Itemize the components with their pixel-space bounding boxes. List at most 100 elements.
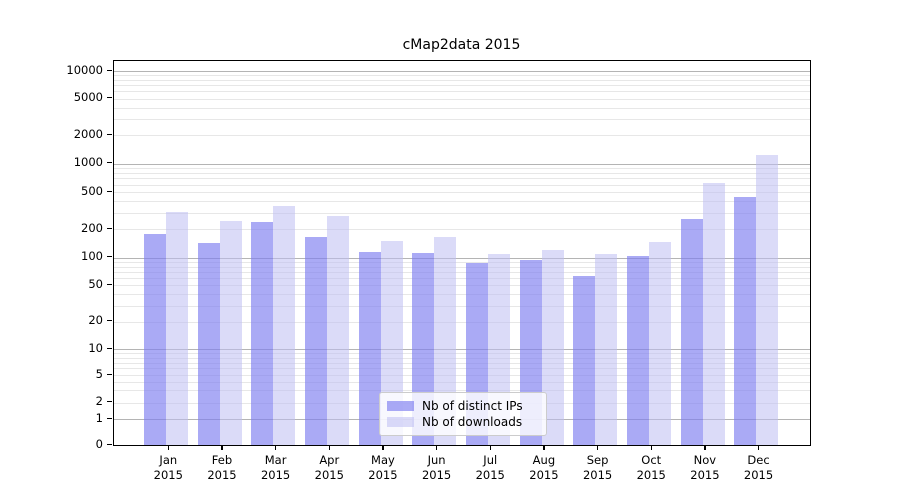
y-tick-mark	[107, 347, 112, 349]
bar-downloads	[702, 183, 725, 445]
gridline-minor	[114, 375, 810, 376]
y-tick-label: 10	[88, 340, 103, 355]
bar-distinct-ips	[734, 196, 757, 445]
x-tick-label: May 2015	[368, 453, 398, 482]
y-tick-mark	[107, 97, 112, 99]
gridline-minor	[114, 135, 810, 136]
legend-swatch-distinct-ips	[387, 401, 414, 411]
x-tick-label: Apr 2015	[314, 453, 344, 482]
gridline-minor	[114, 285, 810, 287]
bar-distinct-ips	[358, 252, 381, 445]
gridline-minor	[114, 184, 810, 186]
x-tick-mark	[275, 445, 277, 450]
bar-distinct-ips	[626, 256, 649, 445]
gridline-minor	[114, 390, 810, 392]
x-tick-label: Mar 2015	[260, 453, 291, 482]
gridline-minor	[114, 75, 810, 77]
x-tick-label: Aug 2015	[529, 453, 559, 482]
y-tick-label: 1	[95, 410, 103, 425]
gridline-minor	[114, 168, 810, 169]
y-tick-mark	[107, 227, 112, 229]
bar-distinct-ips	[144, 233, 166, 445]
bar-downloads	[326, 215, 349, 445]
gridline-minor	[114, 357, 810, 359]
x-tick-label: Jun 2015	[421, 453, 452, 482]
x-tick-label: Nov 2015	[690, 453, 720, 482]
y-tick-label: 1000	[73, 155, 103, 170]
gridline-minor	[114, 368, 810, 370]
bar-downloads	[219, 220, 242, 445]
y-tick-mark	[107, 417, 112, 419]
gridline-major	[114, 71, 810, 72]
gridline-minor	[114, 294, 810, 296]
gridline-major	[114, 257, 810, 259]
y-tick-label: 5	[95, 366, 103, 381]
gridline-minor	[114, 98, 810, 100]
bar-downloads	[595, 253, 618, 445]
x-tick-mark	[436, 445, 438, 450]
y-tick-mark	[107, 401, 112, 403]
legend-swatch-downloads	[387, 417, 414, 427]
gridline-minor	[114, 107, 810, 109]
x-tick-label: Jul 2015	[475, 453, 505, 482]
gridline-major	[114, 349, 810, 351]
bar-downloads	[648, 241, 671, 445]
y-tick-mark	[107, 283, 112, 285]
y-tick-label: 0	[95, 436, 103, 451]
gridline-minor	[114, 212, 810, 214]
gridline-minor	[114, 192, 810, 193]
legend-label-downloads: Nb of downloads	[422, 415, 523, 429]
y-tick-label: 20	[88, 313, 103, 328]
gridline-minor	[114, 353, 810, 355]
x-tick-mark	[704, 445, 706, 450]
gridline-minor	[114, 278, 810, 280]
x-tick-label: Feb 2015	[207, 453, 237, 482]
x-tick-mark	[382, 445, 384, 450]
x-tick-mark	[597, 445, 599, 450]
y-tick-label: 2000	[73, 126, 103, 141]
legend-item-downloads: Nb of downloads	[387, 414, 538, 430]
x-tick-mark	[328, 445, 330, 450]
legend: Nb of distinct IPs Nb of downloads	[379, 392, 547, 436]
gridline-minor	[114, 178, 810, 180]
gridline-minor	[114, 261, 810, 263]
legend-item-distinct-ips: Nb of distinct IPs	[387, 398, 538, 414]
bar-distinct-ips	[680, 218, 703, 445]
y-tick-label: 200	[81, 220, 103, 235]
x-tick-mark	[167, 445, 169, 450]
gridline-minor	[114, 321, 810, 323]
y-tick-label: 500	[81, 183, 103, 198]
bar-distinct-ips	[197, 243, 220, 445]
chart-title: cMap2data 2015	[402, 37, 521, 53]
gridline-minor	[114, 305, 810, 307]
gridline-minor	[114, 381, 810, 383]
bar-downloads	[541, 249, 564, 445]
bar-distinct-ips	[573, 276, 596, 445]
gridline-minor	[114, 79, 810, 81]
y-tick-mark	[107, 133, 112, 135]
gridline-minor	[114, 229, 810, 231]
y-tick-mark	[107, 256, 112, 258]
gridline-minor	[114, 266, 810, 268]
gridline-minor	[114, 91, 810, 93]
x-tick-label: Sep 2015	[582, 453, 613, 482]
y-tick-label: 100	[81, 249, 103, 264]
y-tick-mark	[107, 373, 112, 375]
bar-distinct-ips	[251, 221, 274, 445]
bar-distinct-ips	[304, 236, 327, 445]
x-tick-mark	[221, 445, 223, 450]
x-tick-mark	[543, 445, 545, 450]
x-tick-label: Oct 2015	[636, 453, 666, 482]
y-tick-label: 50	[88, 276, 103, 291]
x-tick-mark	[489, 445, 491, 450]
bar-downloads	[756, 154, 779, 445]
x-tick-mark	[758, 445, 760, 450]
gridline-minor	[114, 362, 810, 364]
legend-label-distinct-ips: Nb of distinct IPs	[422, 399, 523, 413]
bar-downloads	[273, 205, 296, 445]
y-tick-mark	[107, 69, 112, 71]
gridline-minor	[114, 118, 810, 120]
y-tick-label: 2	[95, 394, 103, 409]
gridline-minor	[114, 85, 810, 87]
y-tick-mark	[107, 190, 112, 192]
